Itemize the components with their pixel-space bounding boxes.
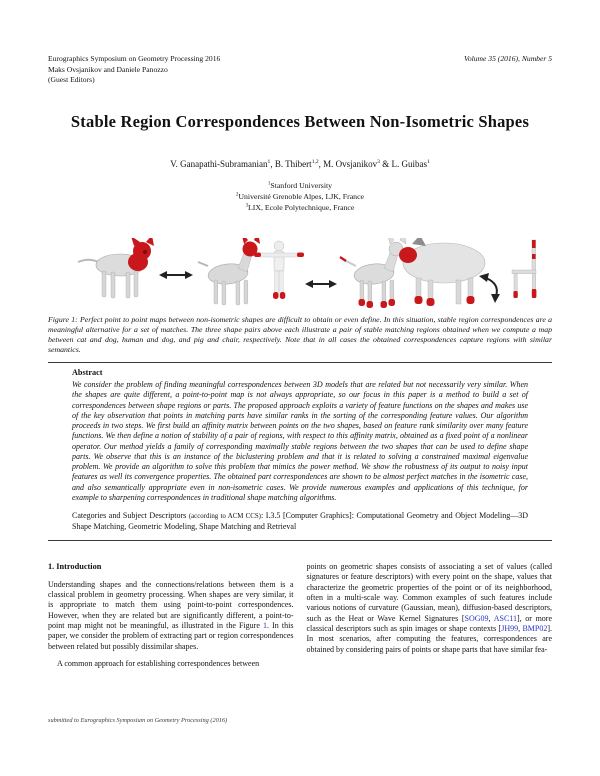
citation-link[interactable]: JH99: [501, 623, 519, 633]
double-arrow-icon: [305, 279, 337, 288]
page-header: Eurographics Symposium on Geometry Proce…: [48, 0, 552, 86]
text-segment: & L. Guibas: [379, 158, 427, 169]
double-arrow-icon: [159, 270, 193, 279]
figure-caption-label: Figure 1:: [48, 314, 80, 324]
affiliation-3: 3LIX, Ecole Polytechnique, France: [48, 203, 552, 214]
categories-line: Categories and Subject Descriptors (acco…: [72, 511, 528, 532]
text-segment: ,: [488, 613, 494, 623]
authors-line: V. Ganapathi-Subramanian1, B. Thibert1,2…: [48, 159, 552, 169]
text-segment: 3: [245, 203, 249, 209]
cat-shape: [77, 237, 154, 298]
text-segment: ], or more classical descriptors such as…: [306, 613, 553, 633]
abstract-section: Abstract We consider the problem of find…: [72, 368, 528, 532]
text-segment: , M. Ovsjanikov: [318, 158, 378, 169]
text-segment: V. Ganapathi-Subramanian: [170, 158, 268, 169]
dog-red-paws-shape: [339, 237, 407, 308]
text-segment: Stanford University: [270, 180, 333, 190]
text-segment: Université Grenoble Alpes, LJK, France: [238, 191, 364, 201]
text-segment: points on geometric shapes consists of a…: [306, 562, 553, 623]
right-column: points on geometric shapes consists of a…: [307, 562, 553, 676]
text-segment: 3: [377, 158, 380, 165]
figure-1-image: [77, 237, 537, 308]
text-segment: 1,2: [311, 158, 319, 165]
paper-title: Stable Region Correspondences Between No…: [70, 111, 530, 131]
figure-1: [48, 237, 552, 312]
text-segment: (according to ACM CCS): [188, 513, 261, 521]
curved-double-arrow-icon: [479, 272, 500, 303]
abstract-body: We consider the problem of finding meani…: [72, 380, 528, 502]
text-segment: Understanding shapes and the connections…: [48, 579, 294, 630]
affiliations: 1Stanford University 2Université Grenobl…: [48, 181, 552, 214]
figure-caption-text: Perfect point to point maps between non-…: [48, 314, 553, 355]
text-segment: . In this paper, we consider the problem…: [48, 621, 294, 651]
figure-caption: Figure 1: Perfect point to point maps be…: [48, 315, 552, 356]
citation-link[interactable]: BMP02: [522, 623, 548, 633]
left-column: 1. Introduction Understanding shapes and…: [48, 562, 294, 676]
chair-shape: [511, 239, 537, 298]
right-paragraph-1: points on geometric shapes consists of a…: [307, 562, 553, 655]
intro-paragraph-2: A common approach for establishing corre…: [57, 658, 260, 668]
abstract-bottom-rule: [48, 540, 552, 542]
intro-paragraph-1: Understanding shapes and the connections…: [48, 580, 294, 652]
body-columns: 1. Introduction Understanding shapes and…: [48, 562, 552, 676]
header-left: Eurographics Symposium on Geometry Proce…: [48, 54, 220, 86]
affiliation-1: 1Stanford University: [48, 181, 552, 192]
text-segment: , B. Thibert: [270, 158, 312, 169]
text-segment: LIX, Ecole Polytechnique, France: [248, 202, 355, 212]
submission-footer: submitted to Eurographics Symposium on G…: [48, 717, 228, 724]
citation-link[interactable]: ASC11: [493, 613, 517, 623]
text-segment: 1: [426, 158, 430, 165]
citation-link[interactable]: SOG09: [464, 613, 489, 623]
text-segment: 1: [267, 181, 271, 187]
guest-editors-line: (Guest Editors): [48, 75, 95, 85]
volume-number: Volume 35 (2016), Number 5: [464, 54, 552, 63]
dog-red-head-shape: [197, 237, 260, 305]
citation-link[interactable]: 1: [263, 621, 268, 630]
venue-line: Eurographics Symposium on Geometry Proce…: [48, 54, 221, 63]
pig-shape: [399, 237, 486, 306]
text-segment: 2: [235, 192, 239, 198]
text-segment: ,: [518, 623, 523, 633]
abstract-top-rule: [48, 361, 552, 363]
abstract-heading: Abstract: [72, 367, 103, 377]
text-segment: Categories and Subject Descriptors: [72, 511, 189, 521]
human-shape: [254, 240, 304, 299]
text-segment: 1: [267, 158, 271, 165]
section-heading-introduction: 1. Introduction: [48, 562, 102, 572]
text-segment: : I.3.5 [Computer Graphics]: Computation…: [72, 511, 528, 531]
text-segment: ]. In most scenarios, after computing th…: [306, 623, 553, 654]
editors-line: Maks Ovsjanikov and Daniele Panozzo: [48, 64, 168, 74]
affiliation-2: 2Université Grenoble Alpes, LJK, France: [48, 192, 552, 203]
